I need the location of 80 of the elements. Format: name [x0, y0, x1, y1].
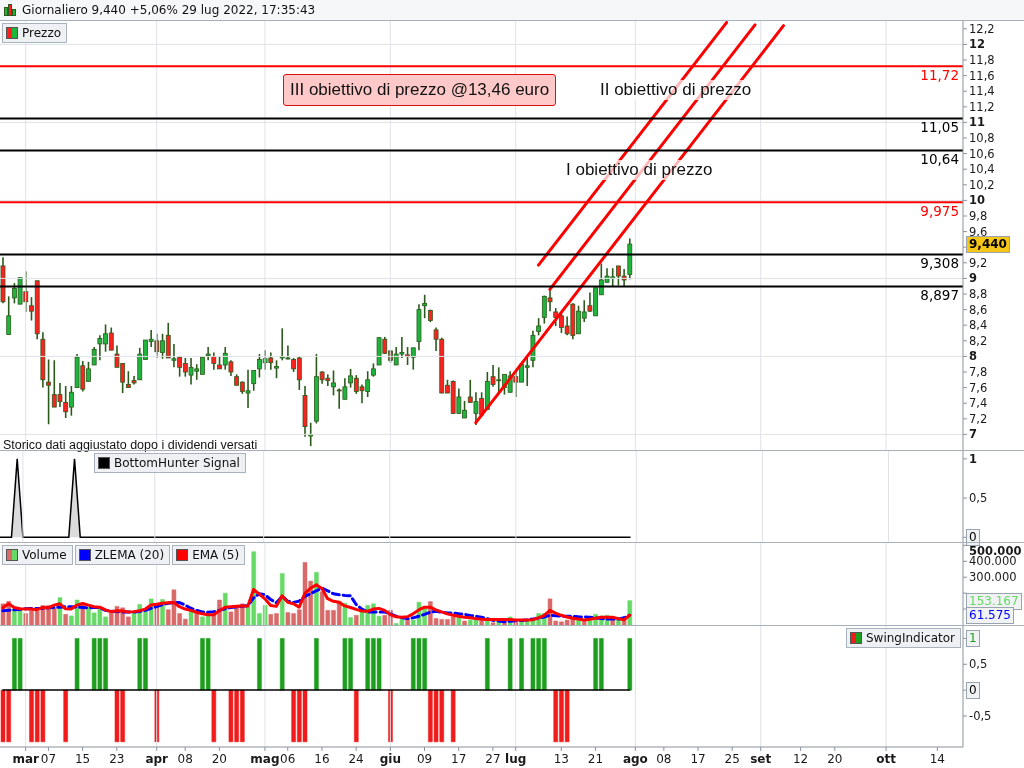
ref-line-label: 11,05 [920, 119, 959, 136]
annotation: Storico dati aggiustato dopo i dividendi versati [3, 437, 258, 454]
x-tick-label: 17 [690, 752, 706, 766]
y-tick-label: 9,6 [969, 224, 988, 239]
x-tick-label: 07 [40, 752, 57, 766]
y-tick-label: 9 [969, 271, 978, 286]
text: 61.575 [966, 607, 1014, 625]
text: 0 [966, 529, 980, 547]
x-tick-label: 21 [587, 752, 604, 766]
x-tick-label: 23 [109, 752, 125, 766]
x-tick-label: 20 [211, 752, 228, 766]
x-tick-label: 16 [314, 752, 330, 766]
x-tick-label: ago [622, 752, 648, 766]
y-tick-label: 10 [969, 193, 986, 208]
y-tick-label: 10,2 [969, 177, 995, 192]
ref-line-label: 11,72 [920, 66, 959, 83]
x-tick-label: 15 [74, 752, 91, 766]
x-tick-label: giu [379, 752, 401, 766]
y-tick-label: 12,2 [969, 21, 995, 36]
x-tick-label: 17 [451, 752, 467, 766]
ref-line-label: 10,64 [920, 151, 959, 168]
y-tick-label: 9,8 [969, 209, 988, 223]
y-tick-label: 0,5 [969, 657, 988, 672]
text: 9,440 [966, 236, 1010, 254]
chart-title: Giornaliero 9,440 +5,06% 29 lug 2022, 17:35:43 [22, 2, 316, 19]
y-tick-label: 10,8 [969, 131, 995, 145]
x-tick-label: 20 [827, 752, 843, 766]
y-tick-label: 7 [969, 427, 978, 442]
legend-label: BottomHunter Signal [114, 456, 240, 470]
legend-label: Volume [22, 548, 67, 562]
x-tick-label: apr [145, 752, 169, 766]
annotation: I obiettivo di prezzo [563, 160, 716, 180]
y-tick-label: 11,6 [969, 68, 995, 83]
y-tick-label: 7,8 [969, 365, 988, 379]
y-tick-label: 7,4 [969, 396, 988, 411]
x-tick-label: set [750, 752, 772, 766]
x-tick-label: 27 [485, 752, 501, 766]
y-tick-label: 7,6 [969, 380, 988, 395]
x-tick-label: ott [876, 752, 897, 766]
legend-label: SwingIndicator [865, 631, 955, 645]
y-tick-label: 9,2 [969, 255, 988, 270]
y-tick-label: 10,6 [969, 146, 995, 161]
x-tick-label: mag [250, 752, 280, 766]
x-tick-label: 08 [656, 752, 672, 766]
x-tick-label: 24 [348, 752, 364, 766]
legend-label: ZLEMA (20) [94, 548, 165, 562]
y-tick-label: 300.000 [969, 570, 1017, 585]
ref-line-label: 9,975 [920, 202, 959, 219]
x-tick-label: 09 [416, 752, 433, 766]
y-tick-label: 12 [969, 37, 986, 52]
x-tick-label: lug [505, 752, 527, 766]
x-tick-label: mar [12, 752, 39, 766]
y-tick-label: 8,4 [969, 318, 988, 333]
x-tick-label: 25 [724, 752, 740, 766]
y-tick-label: 11,8 [969, 53, 995, 67]
y-tick-label: 11 [969, 115, 986, 130]
annotation: II obiettivo di prezzo [597, 80, 755, 100]
annotation: III obiettivo di prezzo @13,46 euro [283, 74, 557, 106]
y-tick-label: 11,2 [969, 99, 995, 114]
y-tick-label: 8 [969, 349, 978, 364]
y-tick-label: 1 [969, 451, 978, 466]
y-tick-label: -0,5 [969, 708, 992, 723]
x-tick-label: 08 [177, 752, 193, 766]
y-tick-label: 8,2 [969, 333, 988, 348]
y-tick-label: 0,5 [969, 491, 988, 506]
x-tick-label: 06 [280, 752, 296, 766]
y-tick-label: 8,6 [969, 302, 988, 317]
y-tick-label: 10,4 [969, 162, 995, 177]
y-tick-label: 11,4 [969, 84, 995, 99]
x-tick-label: 12 [792, 752, 809, 766]
y-tick-label: 8,8 [969, 287, 988, 301]
y-tick-label: 7,2 [969, 411, 988, 426]
legend-label: Prezzo [22, 26, 62, 40]
x-tick-label: 14 [929, 752, 945, 766]
ref-line-label: 9,308 [920, 254, 959, 271]
text: 153.167 [966, 592, 1022, 610]
text: 0 [966, 682, 980, 700]
legend-label: EMA (5) [192, 548, 240, 562]
x-tick-label: 13 [553, 752, 569, 766]
ref-line-label: 8,897 [920, 287, 959, 304]
